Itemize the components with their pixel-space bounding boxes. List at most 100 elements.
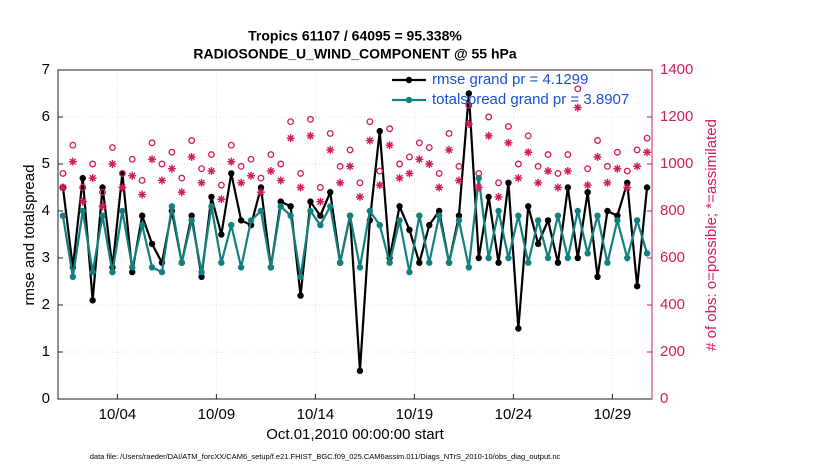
x-tick-label: 10/09 xyxy=(198,406,236,423)
x-tick-label: 10/19 xyxy=(396,406,434,423)
point xyxy=(594,212,601,219)
point xyxy=(603,178,612,187)
point xyxy=(495,179,502,187)
point xyxy=(465,264,473,271)
point xyxy=(426,221,433,229)
point xyxy=(396,160,403,168)
point xyxy=(218,231,225,238)
point xyxy=(376,127,383,135)
point xyxy=(455,217,463,224)
point xyxy=(69,141,77,149)
point xyxy=(158,268,166,276)
y-tick-label: 2 xyxy=(42,296,50,313)
point xyxy=(128,155,136,163)
point xyxy=(148,240,156,248)
point xyxy=(296,183,305,192)
point xyxy=(336,178,345,187)
point xyxy=(227,141,235,149)
point xyxy=(643,148,652,157)
point xyxy=(267,264,275,271)
x-tick-label: 10/04 xyxy=(99,406,137,423)
point xyxy=(445,259,453,266)
legend-marker xyxy=(405,76,413,84)
point xyxy=(544,151,552,159)
point xyxy=(573,103,582,112)
point xyxy=(178,174,186,182)
point xyxy=(178,259,185,266)
point xyxy=(574,85,582,93)
point xyxy=(287,203,294,210)
point xyxy=(624,254,631,262)
point xyxy=(534,178,543,187)
y-tick-label: 6 xyxy=(42,108,50,125)
point xyxy=(336,162,344,170)
point xyxy=(99,184,106,191)
x-tick-label: 10/24 xyxy=(495,406,533,423)
y2-tick-label: 400 xyxy=(660,296,685,313)
point xyxy=(633,146,641,154)
point xyxy=(109,268,116,276)
point xyxy=(168,203,176,210)
y2-tick-label: 800 xyxy=(660,202,685,219)
point xyxy=(445,129,453,137)
point xyxy=(406,226,413,233)
x-axis-label: Oct.01,2010 00:00:00 start xyxy=(266,426,444,443)
point xyxy=(594,137,601,144)
point xyxy=(515,212,522,219)
point xyxy=(524,148,533,157)
point xyxy=(198,273,205,280)
point xyxy=(426,259,433,266)
point xyxy=(187,152,196,161)
point xyxy=(504,138,513,147)
point xyxy=(614,217,621,224)
point xyxy=(108,144,116,151)
point xyxy=(475,254,482,262)
point xyxy=(455,212,463,219)
point xyxy=(148,139,156,147)
point xyxy=(237,217,245,224)
point xyxy=(375,181,384,190)
point xyxy=(257,184,265,191)
point xyxy=(307,115,314,123)
point xyxy=(307,198,314,205)
y2-tick-label: 1200 xyxy=(660,108,693,125)
point xyxy=(138,190,147,199)
point xyxy=(257,174,265,182)
y2-tick-label: 200 xyxy=(660,343,685,360)
legend-marker xyxy=(405,96,413,104)
point xyxy=(307,207,314,215)
point xyxy=(604,162,611,170)
x-tick-label: 10/14 xyxy=(297,406,335,423)
y-axis-label: rmse and totalspread xyxy=(21,165,38,306)
point xyxy=(118,183,127,192)
point xyxy=(148,155,157,164)
point xyxy=(128,171,137,180)
point xyxy=(355,192,364,201)
point xyxy=(563,167,572,176)
point xyxy=(99,212,106,219)
point xyxy=(544,217,552,224)
point xyxy=(188,217,195,224)
point xyxy=(237,178,246,187)
point xyxy=(643,250,651,257)
chart-title: Tropics 61107 / 64095 = 95.338% xyxy=(248,28,462,44)
point xyxy=(69,273,77,280)
point xyxy=(593,152,602,161)
y2-tick-label: 1000 xyxy=(660,155,693,172)
y2-axis-label: # of obs: o=possible; *=assimilated xyxy=(703,119,720,351)
point xyxy=(129,264,136,271)
point xyxy=(366,118,374,126)
y2-tick-label: 0 xyxy=(660,390,668,407)
point xyxy=(78,197,87,206)
point xyxy=(643,184,651,191)
point xyxy=(623,167,631,175)
point xyxy=(584,189,591,196)
point xyxy=(525,259,532,266)
point xyxy=(316,184,324,191)
y-tick-label: 0 xyxy=(42,390,50,407)
point xyxy=(515,325,522,332)
point xyxy=(475,169,483,177)
point xyxy=(435,212,443,219)
point xyxy=(385,141,394,150)
point xyxy=(435,169,443,177)
